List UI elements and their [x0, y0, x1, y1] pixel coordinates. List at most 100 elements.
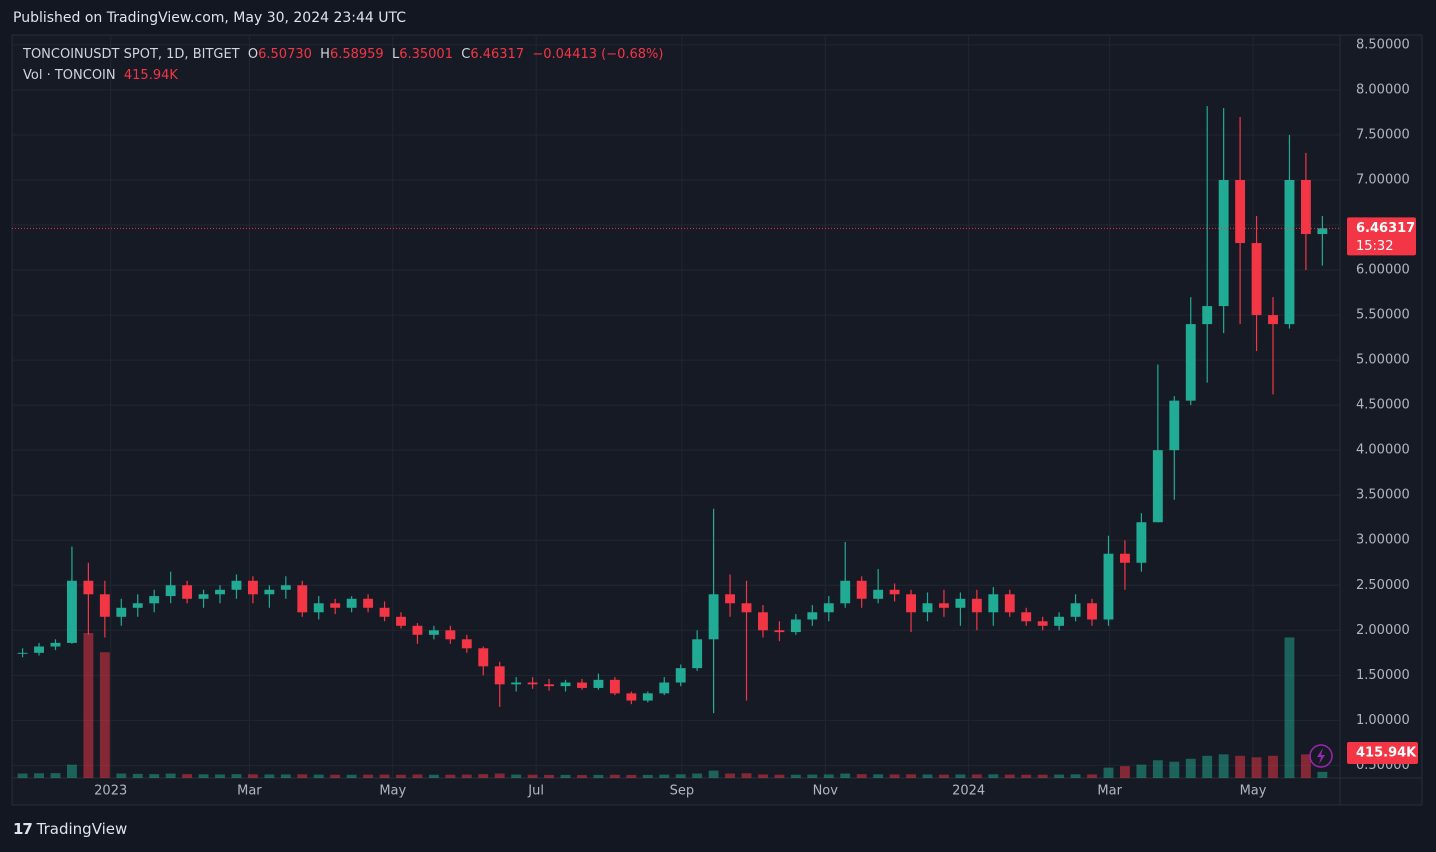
- vol-label: Vol · TONCOIN: [23, 68, 116, 83]
- volume-bar: [774, 774, 785, 778]
- candle-body: [675, 668, 686, 683]
- volume-bar: [1152, 760, 1163, 778]
- volume-bar: [1317, 771, 1328, 778]
- volume-bar: [280, 774, 291, 778]
- volume-bar: [544, 774, 555, 778]
- candle-body: [379, 607, 390, 617]
- x-tick-label: Jul: [527, 784, 544, 799]
- candle-body: [461, 639, 472, 649]
- candle-body: [297, 585, 308, 613]
- y-tick-label: 7.50000: [1356, 127, 1410, 142]
- volume-bar: [906, 774, 916, 778]
- candle-body: [1218, 179, 1229, 307]
- candle-body: [790, 619, 801, 633]
- candle-body: [856, 580, 867, 599]
- volume-bar: [856, 774, 867, 778]
- candle-body: [1185, 324, 1196, 401]
- candle-body: [708, 594, 719, 640]
- volume-bar: [889, 774, 900, 778]
- volume-bar: [231, 774, 242, 778]
- volume-bar: [1235, 755, 1246, 778]
- candle-body: [132, 603, 143, 608]
- volume-bar: [83, 633, 94, 778]
- y-tick-label: 1.00000: [1356, 713, 1410, 728]
- candle-body: [83, 580, 94, 595]
- candle-body: [67, 580, 77, 643]
- candle-body: [165, 585, 176, 597]
- candle-body: [1136, 522, 1147, 563]
- candle-body: [840, 580, 851, 604]
- candle-body: [774, 630, 785, 633]
- volume-tag-value: 415.94K: [1356, 746, 1417, 761]
- axes: 0.500001.000001.500002.000002.500003.000…: [12, 37, 1418, 799]
- volume-bar: [1037, 774, 1048, 778]
- volume-bar: [1185, 758, 1196, 778]
- volume-bar: [461, 774, 472, 778]
- volume-bar: [1202, 755, 1213, 778]
- volume-bar: [823, 774, 834, 778]
- volume-bar: [840, 773, 851, 778]
- x-tick-label: May: [1240, 784, 1267, 799]
- y-tick-label: 1.50000: [1356, 668, 1410, 683]
- volume-bar: [708, 770, 719, 778]
- volume-bar: [17, 773, 28, 778]
- candle-body: [659, 682, 670, 694]
- candle-body: [478, 648, 489, 667]
- volume-bar: [165, 773, 176, 778]
- alert-icon[interactable]: [1309, 744, 1333, 768]
- y-tick-label: 8.00000: [1356, 82, 1410, 97]
- published-header: Published on TradingView.com, May 30, 20…: [13, 10, 407, 26]
- candle-body: [1103, 553, 1114, 620]
- candle-body: [1235, 179, 1246, 244]
- o-label: O: [247, 47, 259, 62]
- volume-bar: [494, 773, 505, 778]
- candle-body: [1021, 612, 1032, 622]
- y-tick-label: 5.50000: [1356, 308, 1410, 323]
- candle-body: [1284, 179, 1295, 325]
- volume-bar: [396, 774, 406, 778]
- logo: 17: [13, 820, 33, 838]
- change: −0.04413 (−0.68%): [532, 47, 664, 62]
- candle-body: [1268, 315, 1278, 325]
- volume-bar: [478, 774, 489, 778]
- candle-body: [988, 594, 999, 613]
- x-tick-label: Mar: [237, 784, 262, 799]
- candle-body: [330, 603, 341, 608]
- candle-body: [971, 598, 982, 613]
- x-tick-label: May: [379, 784, 406, 799]
- candle-body: [560, 682, 571, 687]
- price-tag-value: 6.46317: [1356, 221, 1415, 236]
- volume-bar: [922, 774, 933, 778]
- volume-bar: [675, 774, 686, 778]
- c-value: 6.46317: [470, 47, 525, 62]
- candle-body: [313, 603, 324, 613]
- lightning: [1317, 748, 1325, 764]
- volume-bar: [741, 773, 752, 778]
- volume-bar: [659, 774, 670, 778]
- volume-bar: [527, 774, 538, 778]
- vol-value: 415.94K: [123, 68, 178, 83]
- volume-bars: [17, 633, 1328, 778]
- volume-bar: [560, 774, 571, 778]
- candle-body: [1037, 621, 1048, 626]
- y-tick-label: 2.50000: [1356, 578, 1410, 593]
- candle-body: [215, 589, 225, 595]
- volume-bar: [182, 774, 193, 778]
- volume-bar: [1070, 774, 1081, 778]
- volume-bar: [593, 774, 604, 778]
- volume-bar: [692, 773, 703, 778]
- l-value: 6.35001: [399, 47, 453, 62]
- candles: [17, 106, 1328, 714]
- candle-body: [412, 625, 423, 635]
- volume-bar: [955, 774, 966, 778]
- candle-body: [544, 684, 555, 687]
- candle-body: [396, 616, 406, 626]
- h-value: 6.58959: [329, 47, 384, 62]
- candle-body: [1317, 228, 1328, 235]
- candle-body: [1087, 603, 1097, 620]
- volume-bar: [1054, 774, 1065, 778]
- countdown: 15:32: [1356, 239, 1393, 254]
- y-tick-label: 3.00000: [1356, 533, 1410, 548]
